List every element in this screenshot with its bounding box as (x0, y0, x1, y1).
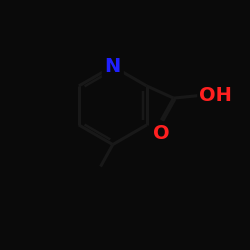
Text: OH: OH (199, 86, 232, 105)
Text: N: N (105, 57, 121, 76)
Text: O: O (153, 124, 170, 143)
